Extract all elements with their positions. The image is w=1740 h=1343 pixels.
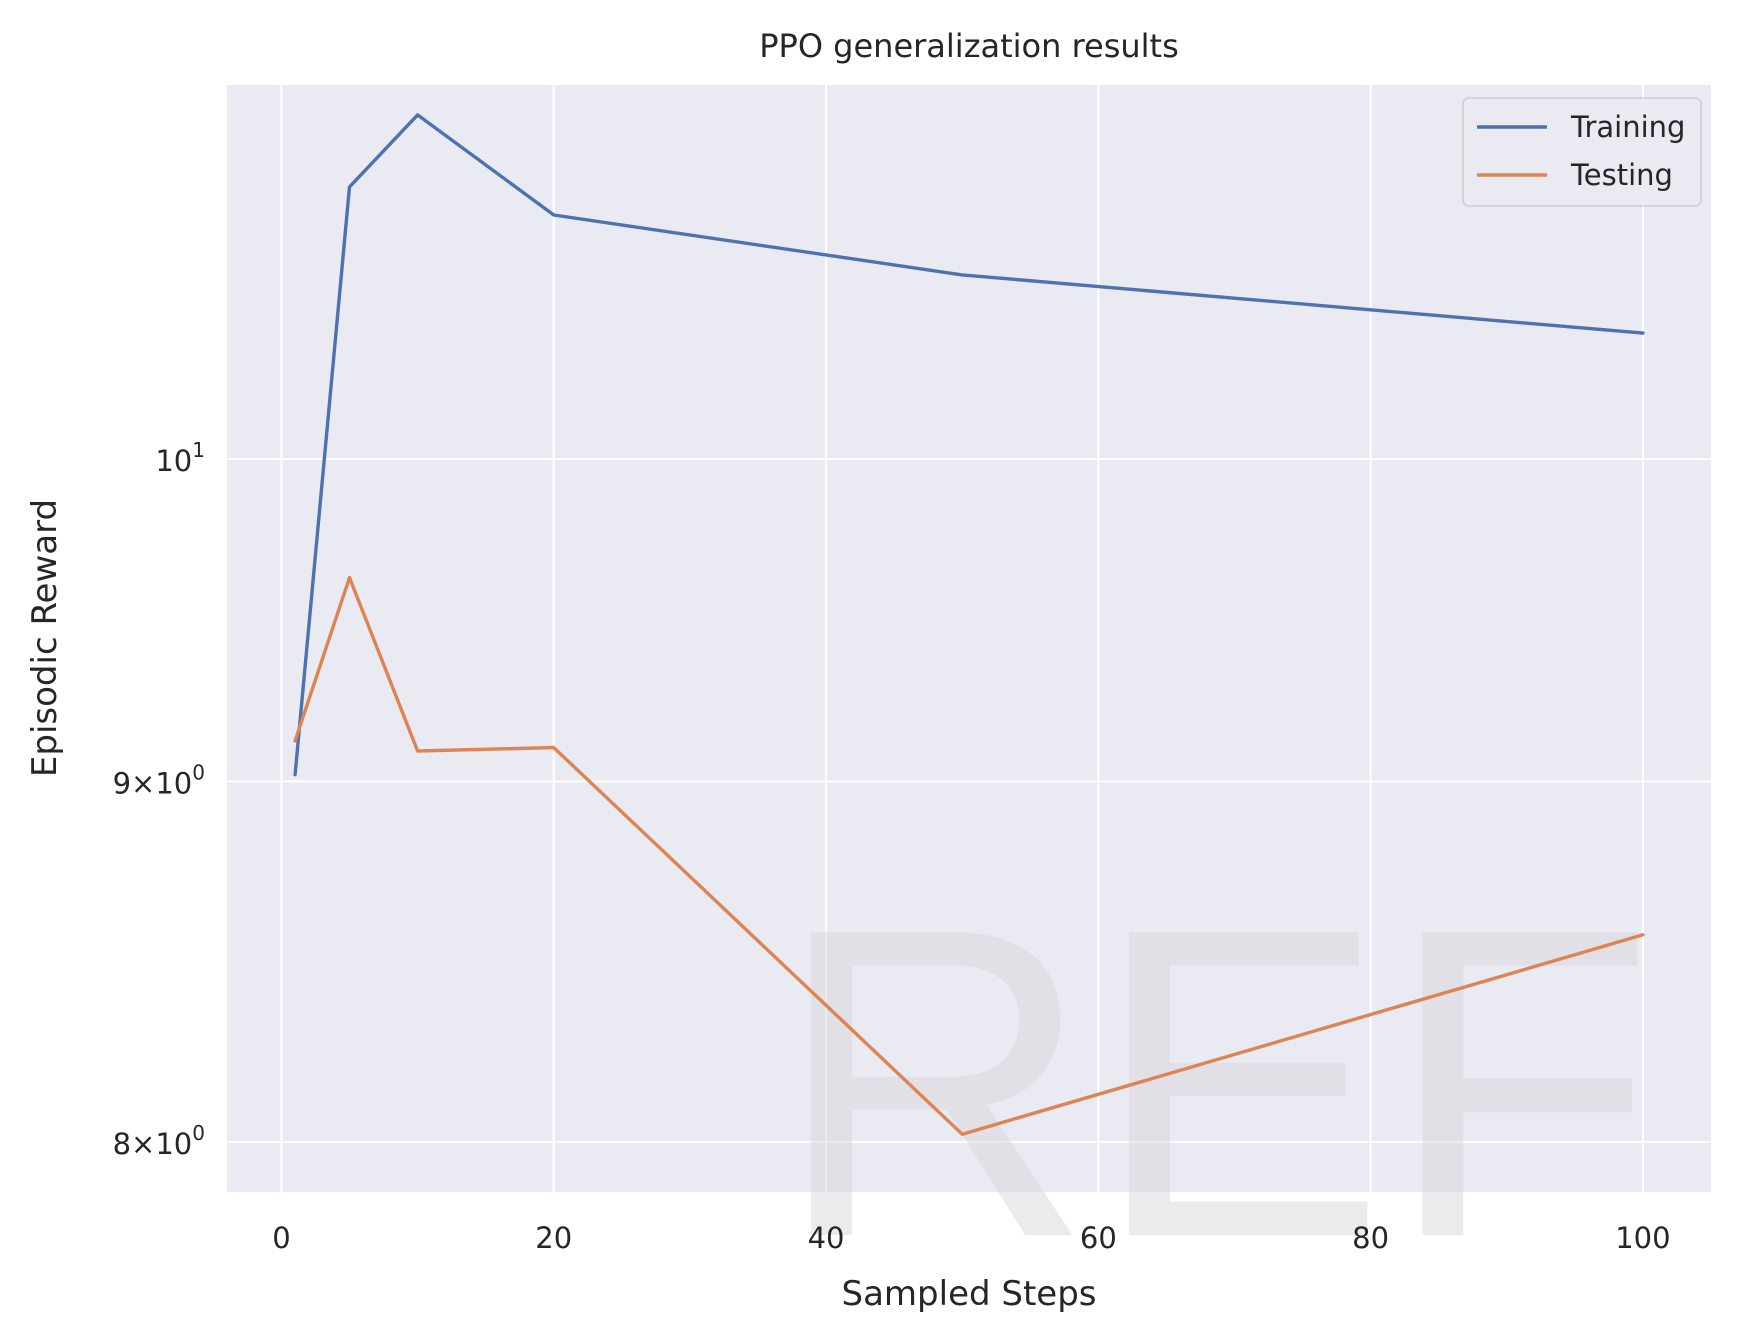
chart-title: PPO generalization results xyxy=(759,27,1179,65)
legend-box xyxy=(1462,97,1702,207)
x-tick-label: 20 xyxy=(535,1221,572,1255)
legend-label-training: Training xyxy=(1570,110,1685,144)
y-tick-label: 8×100 xyxy=(113,1121,205,1161)
legend: Training Testing xyxy=(1462,97,1702,207)
plot-area xyxy=(227,85,1711,1192)
y-tick-label: 9×100 xyxy=(113,760,205,800)
tick-labels: 0 20 40 60 80 100 8×100 9×100 101 xyxy=(113,438,1671,1255)
series-line-testing xyxy=(293,575,1645,1136)
legend-label-testing: Testing xyxy=(1570,158,1673,192)
y-axis-label: Episodic Reward xyxy=(25,499,65,777)
watermark: REF xyxy=(775,838,1655,1329)
x-tick-label: 0 xyxy=(272,1221,290,1255)
grid xyxy=(227,85,1711,1192)
x-axis-label: Sampled Steps xyxy=(842,1274,1097,1314)
series-layer xyxy=(293,113,1645,1136)
x-tick-label: 100 xyxy=(1615,1221,1670,1255)
x-tick-label: 80 xyxy=(1352,1221,1389,1255)
y-tick-label: 101 xyxy=(155,438,205,478)
x-tick-label: 60 xyxy=(1080,1221,1117,1255)
x-tick-label: 40 xyxy=(808,1221,845,1255)
series-line-training xyxy=(293,113,1645,777)
